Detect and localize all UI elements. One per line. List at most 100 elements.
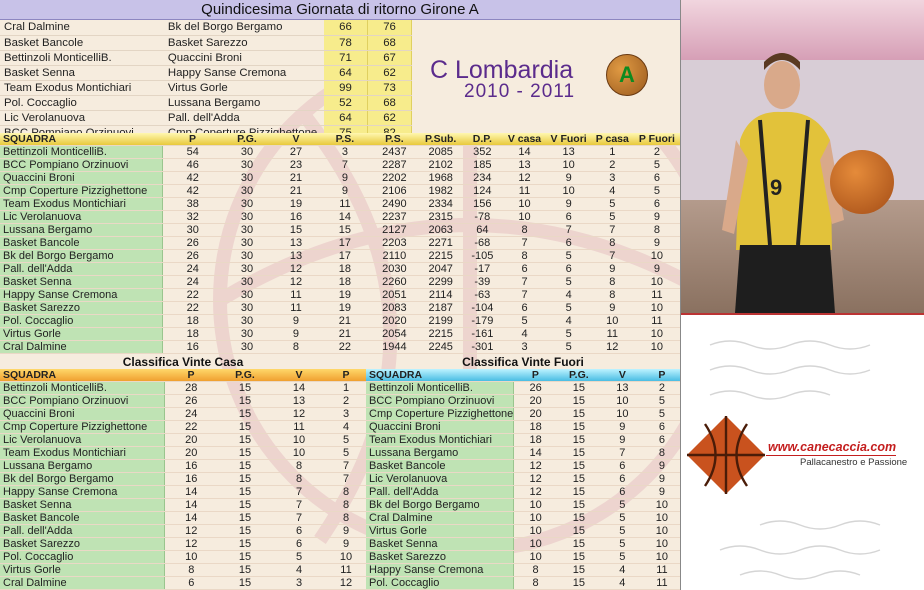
table-row: Lussana Bergamo 16 15 8 7 bbox=[0, 459, 366, 474]
table-row: BCC Pompiano Orzinuovi 20 15 10 5 bbox=[366, 394, 680, 409]
stat-cell: 17 bbox=[320, 236, 370, 251]
page-title: Quindicesima Giornata di ritorno Girone … bbox=[0, 0, 680, 20]
column-header: D.P. bbox=[462, 133, 503, 147]
stat-cell: 30 bbox=[162, 223, 223, 238]
home-team: Basket Bancole bbox=[0, 35, 164, 51]
team-name: Cral Dalmine bbox=[0, 340, 164, 355]
stat-cell: 5 bbox=[600, 537, 644, 552]
stat-cell: 15 bbox=[320, 223, 370, 238]
table-row: Quaccini Broni 42 30 21 9 2202 1968 234 12 9 3 6 bbox=[0, 171, 680, 186]
stat-cell: 1944 bbox=[369, 340, 420, 355]
team-name: Basket Bancole bbox=[0, 511, 165, 526]
stat-cell: 11 bbox=[326, 563, 366, 578]
table-row: Team Exodus Montichiari 20 15 10 5 bbox=[0, 446, 366, 461]
table-row: BCC Pompiano Orzinuovi 26 15 13 2 bbox=[0, 394, 366, 409]
stat-cell: 124 bbox=[462, 184, 503, 199]
stat-cell: 24 bbox=[164, 407, 218, 422]
team-name: Basket Senna bbox=[366, 537, 515, 552]
stat-cell: 7 bbox=[502, 275, 547, 290]
stat-cell: 9 bbox=[643, 459, 680, 474]
stat-cell: 5 bbox=[326, 433, 366, 448]
ad-url[interactable]: www.canecaccia.com bbox=[768, 440, 897, 454]
stat-cell: 9 bbox=[590, 262, 634, 277]
away-score: 67 bbox=[367, 50, 412, 66]
stat-cell: 8 bbox=[326, 485, 366, 500]
table-row: Cral Dalmine 10 15 5 10 bbox=[366, 511, 680, 526]
stat-cell: 15 bbox=[556, 381, 601, 396]
column-header: P.S. bbox=[320, 133, 370, 147]
stat-cell: 6 bbox=[600, 459, 644, 474]
stat-cell: 9 bbox=[271, 314, 321, 329]
stat-cell: 10 bbox=[272, 433, 326, 448]
stat-cell: 3 bbox=[320, 145, 370, 160]
stat-cell: 5 bbox=[546, 340, 591, 355]
basketball-icon bbox=[830, 150, 894, 214]
stat-cell: 24 bbox=[162, 275, 223, 290]
stat-cell: 10 bbox=[164, 550, 218, 565]
stat-cell: 3 bbox=[272, 576, 326, 590]
stat-cell: 30 bbox=[222, 301, 272, 316]
away-score: 68 bbox=[367, 95, 412, 112]
stat-cell: 11 bbox=[320, 197, 370, 212]
column-header: V Fuori bbox=[546, 133, 591, 147]
stat-cell: 22 bbox=[162, 301, 223, 316]
stat-cell: 12 bbox=[271, 275, 321, 290]
team-name: Happy Sanse Cremona bbox=[366, 563, 515, 578]
team-name: Cmp Coperture Pizzighettone bbox=[366, 407, 515, 422]
away-team: Basket Sarezzo bbox=[163, 35, 324, 51]
away-team: Pall. dell'Adda bbox=[163, 110, 324, 127]
stat-cell: 6 bbox=[164, 576, 218, 590]
stat-cell: 6 bbox=[600, 485, 644, 500]
stat-cell: 15 bbox=[218, 394, 272, 409]
stat-cell: 2051 bbox=[369, 288, 420, 303]
table-row: BCC Pompiano Orzinuovi 46 30 23 7 2287 2102 185… bbox=[0, 158, 680, 173]
stat-cell: 3 bbox=[502, 340, 547, 355]
stat-cell: 16 bbox=[164, 459, 218, 474]
stat-cell: 1 bbox=[590, 145, 634, 160]
stat-cell: 7 bbox=[326, 472, 366, 487]
stat-cell: 5 bbox=[600, 550, 644, 565]
column-header: P bbox=[643, 369, 680, 383]
stat-cell: 30 bbox=[222, 327, 272, 342]
stat-cell: 5 bbox=[600, 511, 644, 526]
stat-cell: 9 bbox=[643, 485, 680, 500]
team-name: Lussana Bergamo bbox=[0, 459, 165, 474]
stat-cell: 30 bbox=[222, 262, 272, 277]
stat-cell: 15 bbox=[218, 524, 272, 539]
table-row: Happy Sanse Cremona 22 30 11 19 2051 2114 -63 7 4… bbox=[0, 288, 680, 303]
stat-cell: 12 bbox=[513, 485, 557, 500]
stat-cell: 10 bbox=[513, 524, 557, 539]
team-name: Basket Bancole bbox=[0, 236, 164, 251]
stat-cell: 2245 bbox=[419, 340, 463, 355]
team-name: Cral Dalmine bbox=[366, 511, 515, 526]
stat-cell: 9 bbox=[600, 420, 644, 435]
team-name: Virtus Gorle bbox=[366, 524, 515, 539]
stat-cell: 6 bbox=[502, 262, 547, 277]
stat-cell: 10 bbox=[643, 550, 680, 565]
away-score: 62 bbox=[367, 65, 412, 81]
stat-cell: -78 bbox=[462, 210, 503, 225]
stat-cell: 8 bbox=[502, 249, 547, 264]
stat-cell: 234 bbox=[462, 171, 503, 186]
stat-cell: 9 bbox=[633, 262, 680, 277]
stat-cell: 8 bbox=[590, 275, 634, 290]
stat-cell: 9 bbox=[633, 210, 680, 225]
home-score: 52 bbox=[323, 95, 369, 112]
stat-cell: 2299 bbox=[419, 275, 463, 290]
stat-cell: 2083 bbox=[369, 301, 420, 316]
table-row: Cral Dalmine 6 15 3 12 bbox=[0, 576, 366, 590]
stat-cell: 8 bbox=[164, 563, 218, 578]
stat-cell: -39 bbox=[462, 275, 503, 290]
stat-cell: 11 bbox=[643, 563, 680, 578]
stat-cell: 9 bbox=[546, 197, 591, 212]
stat-cell: 7 bbox=[590, 223, 634, 238]
stat-cell: 14 bbox=[272, 381, 326, 396]
stat-cell: 2114 bbox=[419, 288, 463, 303]
stat-cell: 11 bbox=[271, 301, 321, 316]
stat-cell: 20 bbox=[164, 446, 218, 461]
table-row: Bk del Borgo Bergamo 26 30 13 17 2110 2215 -105… bbox=[0, 249, 680, 264]
advertisement: www.canecaccia.com Pallacanestro e Passi… bbox=[680, 313, 924, 590]
away-team: Quaccini Broni bbox=[163, 50, 324, 66]
team-name: Bettinzoli MonticelliB. bbox=[366, 381, 515, 396]
standings-table: SQUADRA P P.G. V P.S. P.S. P.Sub. D.P. V casa V F… bbox=[0, 133, 680, 355]
